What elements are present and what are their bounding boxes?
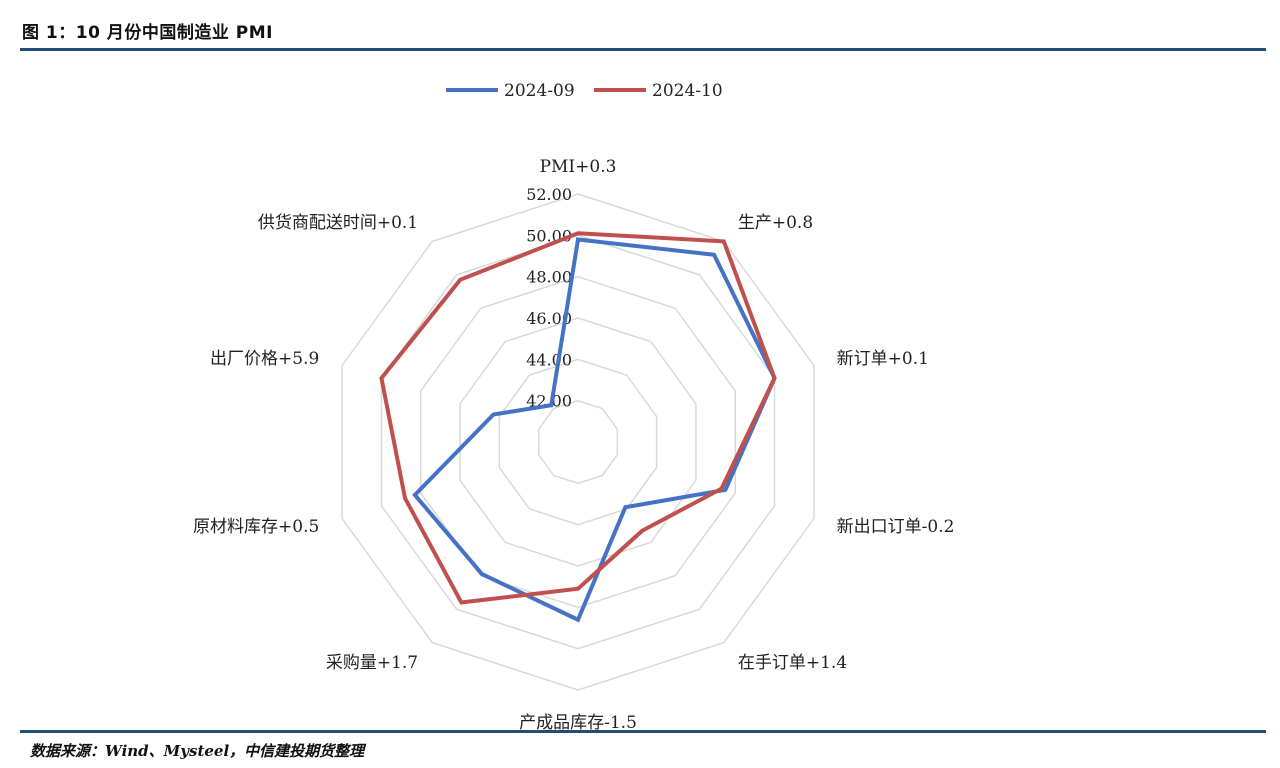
- figure-title: 图 1：10 月份中国制造业 PMI: [22, 23, 273, 43]
- radar-grid: [341, 193, 815, 691]
- series-line: [412, 237, 777, 623]
- legend-label: 2024-09: [504, 81, 575, 101]
- top-rule: [20, 48, 1266, 51]
- category-label: 出厂价格+5.9: [210, 349, 319, 369]
- legend-label: 2024-10: [652, 81, 723, 101]
- grid-ring: [459, 317, 697, 567]
- radar-series: [379, 231, 777, 623]
- category-label: 新出口订单-0.2: [837, 517, 955, 537]
- category-label: 供货商配送时间+0.1: [258, 213, 418, 233]
- radial-tick-label: 52.00: [526, 185, 572, 204]
- series-line: [379, 231, 777, 605]
- category-label: 在手订单+1.4: [738, 653, 847, 673]
- bottom-rule: [20, 730, 1266, 733]
- category-label: 采购量+1.7: [326, 653, 418, 673]
- grid-ring: [537, 399, 619, 485]
- radial-tick-label: 44.00: [526, 350, 572, 369]
- category-label: 生产+0.8: [738, 213, 813, 233]
- category-labels: PMI+0.3 生产+0.8 新订单+0.1 新出口订单-0.2 在手订单+1.4 产成品…: [193, 157, 954, 733]
- category-label: 新订单+0.1: [837, 349, 929, 369]
- radial-tick-label: 48.00: [526, 268, 572, 287]
- category-label: 原材料库存+0.5: [193, 517, 319, 537]
- radial-tick-label: 50.00: [526, 226, 572, 245]
- radial-tick-label: 46.00: [526, 309, 572, 328]
- category-label: 产成品库存-1.5: [519, 713, 637, 733]
- grid-ring: [498, 358, 658, 526]
- grid-ring: [420, 275, 736, 609]
- source-note: 数据来源：Wind、Mysteel，中信建投期货整理: [30, 742, 365, 760]
- chart-legend: 2024-09 2024-10: [446, 81, 723, 101]
- grid-ring: [341, 193, 815, 691]
- category-label: PMI+0.3: [540, 157, 617, 177]
